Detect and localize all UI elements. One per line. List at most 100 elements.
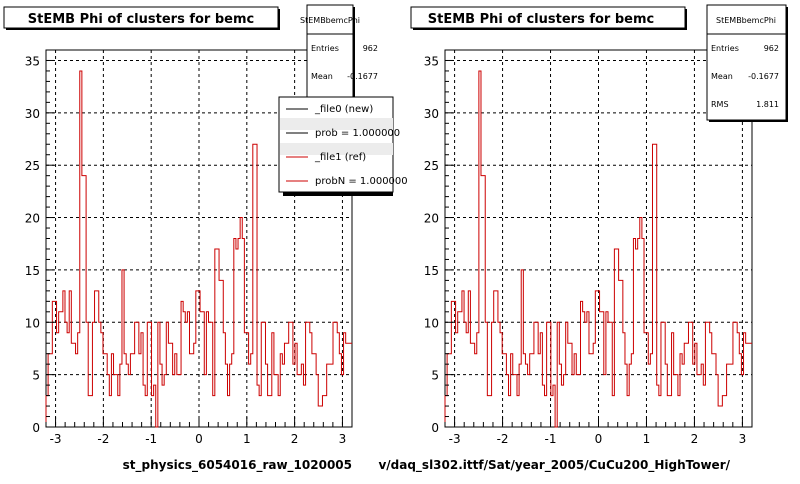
- histogram-bin: [114, 375, 116, 427]
- histogram-bin: [703, 385, 705, 427]
- histogram-bin: [289, 322, 291, 427]
- x-tick-label: 2: [691, 432, 699, 446]
- histogram-series-ref: [45, 70, 352, 428]
- histogram-bin: [718, 406, 720, 427]
- histogram-bin: [118, 396, 120, 427]
- histogram-bin: [612, 396, 614, 427]
- histogram-bin: [748, 343, 750, 427]
- histogram-bin: [272, 333, 274, 427]
- histogram-bin: [162, 385, 164, 427]
- histogram-bin: [661, 322, 663, 427]
- histogram-bin: [284, 343, 286, 427]
- histogram-bin: [152, 396, 154, 427]
- legend-band: [280, 143, 393, 155]
- histogram-bin: [710, 333, 712, 427]
- histogram-bin: [489, 396, 491, 427]
- histogram-bin: [301, 364, 303, 427]
- right-stats-name: StEMBbemcPhi: [716, 16, 776, 25]
- x-tick-label: -2: [497, 432, 509, 446]
- histogram-bin: [502, 354, 504, 427]
- histogram-bin: [559, 364, 561, 427]
- right-panel: 0 5 10 15 20 25 30 35 -3 -2 -1 0 1 2 3 StEMB Phi of c…: [378, 4, 788, 473]
- histogram-bin: [731, 364, 733, 427]
- histogram-bin: [636, 249, 638, 427]
- histogram-bin: [585, 322, 587, 427]
- histogram-bin: [143, 385, 145, 427]
- x-tick-label: 0: [195, 432, 203, 446]
- right-stats-mean-label: Mean: [711, 72, 733, 81]
- histogram-bin: [655, 144, 657, 427]
- left-stats-name: StEMBbemcPhi: [300, 16, 360, 25]
- y-tick-label: 30: [424, 107, 439, 121]
- histogram-bin: [160, 364, 162, 427]
- histogram-bin: [84, 176, 86, 427]
- histogram-bin: [291, 322, 293, 427]
- histogram-bin: [327, 364, 329, 427]
- histogram-bin: [246, 333, 248, 427]
- histogram-bin: [221, 280, 223, 427]
- histogram-bin: [617, 249, 619, 427]
- histogram-bin: [640, 218, 642, 427]
- y-tick-label: 0: [431, 421, 439, 435]
- histogram-bin: [225, 364, 227, 427]
- histogram-bin: [76, 354, 78, 427]
- histogram-bin: [164, 375, 166, 427]
- histogram-bin: [485, 322, 487, 427]
- histogram-bin: [111, 354, 113, 427]
- histogram-bin: [154, 385, 156, 427]
- histogram-bin: [149, 322, 151, 427]
- histogram-bin: [496, 291, 498, 427]
- histogram-bin: [631, 354, 633, 427]
- histogram-bin: [230, 364, 232, 427]
- y-tick-label: 0: [32, 421, 40, 435]
- histogram-bin: [192, 354, 194, 427]
- histogram-bin: [168, 343, 170, 427]
- histogram-bin: [137, 322, 139, 427]
- y-tick-label: 35: [25, 54, 40, 68]
- histogram-bin: [190, 354, 192, 427]
- histogram-bin: [107, 375, 109, 427]
- histogram-bin: [638, 239, 640, 428]
- histogram-bin: [124, 354, 126, 427]
- histogram-bin: [568, 343, 570, 427]
- histogram-bin: [255, 144, 257, 427]
- histogram-bin: [492, 322, 494, 427]
- histogram-bin: [739, 354, 741, 427]
- histogram-bin: [479, 71, 481, 427]
- histogram-bin: [477, 333, 479, 427]
- histogram-bin: [466, 333, 468, 427]
- histogram-bin: [663, 322, 665, 427]
- histogram-bin: [595, 291, 597, 427]
- histogram-bin: [699, 375, 701, 427]
- histogram-bin: [712, 354, 714, 427]
- histogram-bin: [90, 396, 92, 427]
- histogram-bin: [686, 343, 688, 427]
- right-stats-box: [706, 4, 787, 121]
- histogram-bin: [532, 354, 534, 427]
- histogram-bin: [606, 312, 608, 427]
- histogram-bin: [329, 364, 331, 427]
- histogram-bin: [261, 322, 263, 427]
- histogram-bin: [746, 343, 748, 427]
- histogram-bin: [175, 354, 177, 427]
- histogram-bin: [578, 375, 580, 427]
- histogram-bin: [181, 301, 183, 427]
- histogram-bin: [517, 396, 519, 427]
- histogram-bin: [697, 375, 699, 427]
- histogram-bin: [80, 71, 82, 427]
- histogram-bin: [589, 354, 591, 427]
- histogram-bin: [198, 291, 200, 427]
- legend-band: [280, 118, 393, 130]
- histogram-bin: [173, 375, 175, 427]
- right-stats-mean-value: -0.1677: [748, 72, 779, 81]
- histogram-bin: [312, 354, 314, 427]
- histogram-bin: [669, 396, 671, 427]
- y-tick-label: 20: [25, 212, 40, 226]
- histogram-bin: [276, 375, 278, 427]
- histogram-bin: [297, 375, 299, 427]
- left-x-axis-label: st_physics_6054016_raw_1020005: [123, 458, 352, 473]
- histogram-bin: [581, 301, 583, 427]
- histogram-bin: [737, 333, 739, 427]
- y-tick-label: 10: [424, 316, 439, 330]
